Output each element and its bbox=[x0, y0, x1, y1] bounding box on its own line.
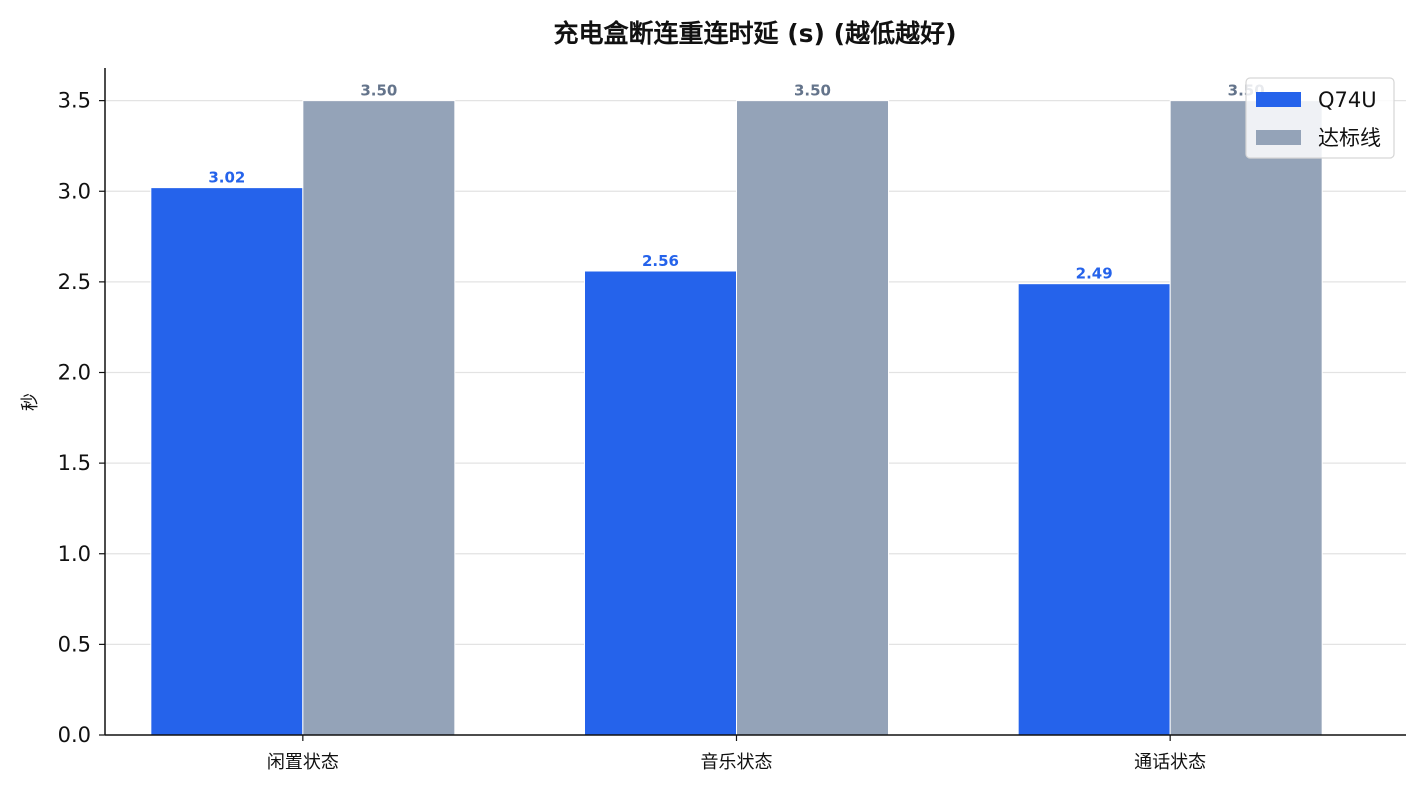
legend-swatch bbox=[1256, 92, 1301, 107]
y-tick-label: 2.5 bbox=[58, 270, 91, 294]
bar-Q74U bbox=[1017, 283, 1171, 736]
y-tick-label: 3.5 bbox=[58, 89, 91, 113]
y-tick-label: 0.5 bbox=[58, 632, 91, 656]
y-tick-label: 3.0 bbox=[58, 179, 91, 203]
legend: Q74U 达标线 bbox=[1245, 77, 1395, 159]
legend-label: Q74U bbox=[1318, 88, 1377, 112]
legend-label: 达标线 bbox=[1318, 126, 1381, 150]
bar-Q74U bbox=[150, 187, 304, 736]
y-tick-label: 1.5 bbox=[58, 451, 91, 475]
data-labels: 3.023.502.563.502.493.50 bbox=[208, 82, 1264, 283]
data-label: 2.49 bbox=[1076, 265, 1113, 283]
bar-达标线 bbox=[736, 100, 889, 736]
y-tick-label: 1.0 bbox=[58, 542, 91, 566]
bar-Q74U bbox=[584, 270, 737, 736]
y-tick-label: 2.0 bbox=[58, 361, 91, 385]
axes: 0.0 0.5 1.0 1.5 2.0 2.5 3.0 3.5 闲置状态 音乐状态 通话状态 bbox=[58, 68, 1406, 773]
chart-title: 充电盒断连重连时延 (s) (越低越好) bbox=[554, 19, 957, 48]
x-tick-label: 闲置状态 bbox=[267, 752, 339, 773]
data-label: 3.02 bbox=[208, 169, 245, 187]
bars bbox=[150, 100, 1323, 736]
data-label: 3.50 bbox=[794, 82, 831, 100]
data-label: 2.56 bbox=[642, 252, 679, 270]
bar-达标线 bbox=[302, 100, 456, 736]
y-axis-label: 秒 bbox=[20, 393, 41, 411]
x-tick-label: 音乐状态 bbox=[701, 752, 773, 773]
data-label: 3.50 bbox=[360, 82, 397, 100]
legend-swatch bbox=[1256, 130, 1301, 145]
y-tick-label: 0.0 bbox=[58, 723, 91, 747]
bar-达标线 bbox=[1169, 100, 1323, 736]
x-tick-label: 通话状态 bbox=[1134, 752, 1206, 773]
